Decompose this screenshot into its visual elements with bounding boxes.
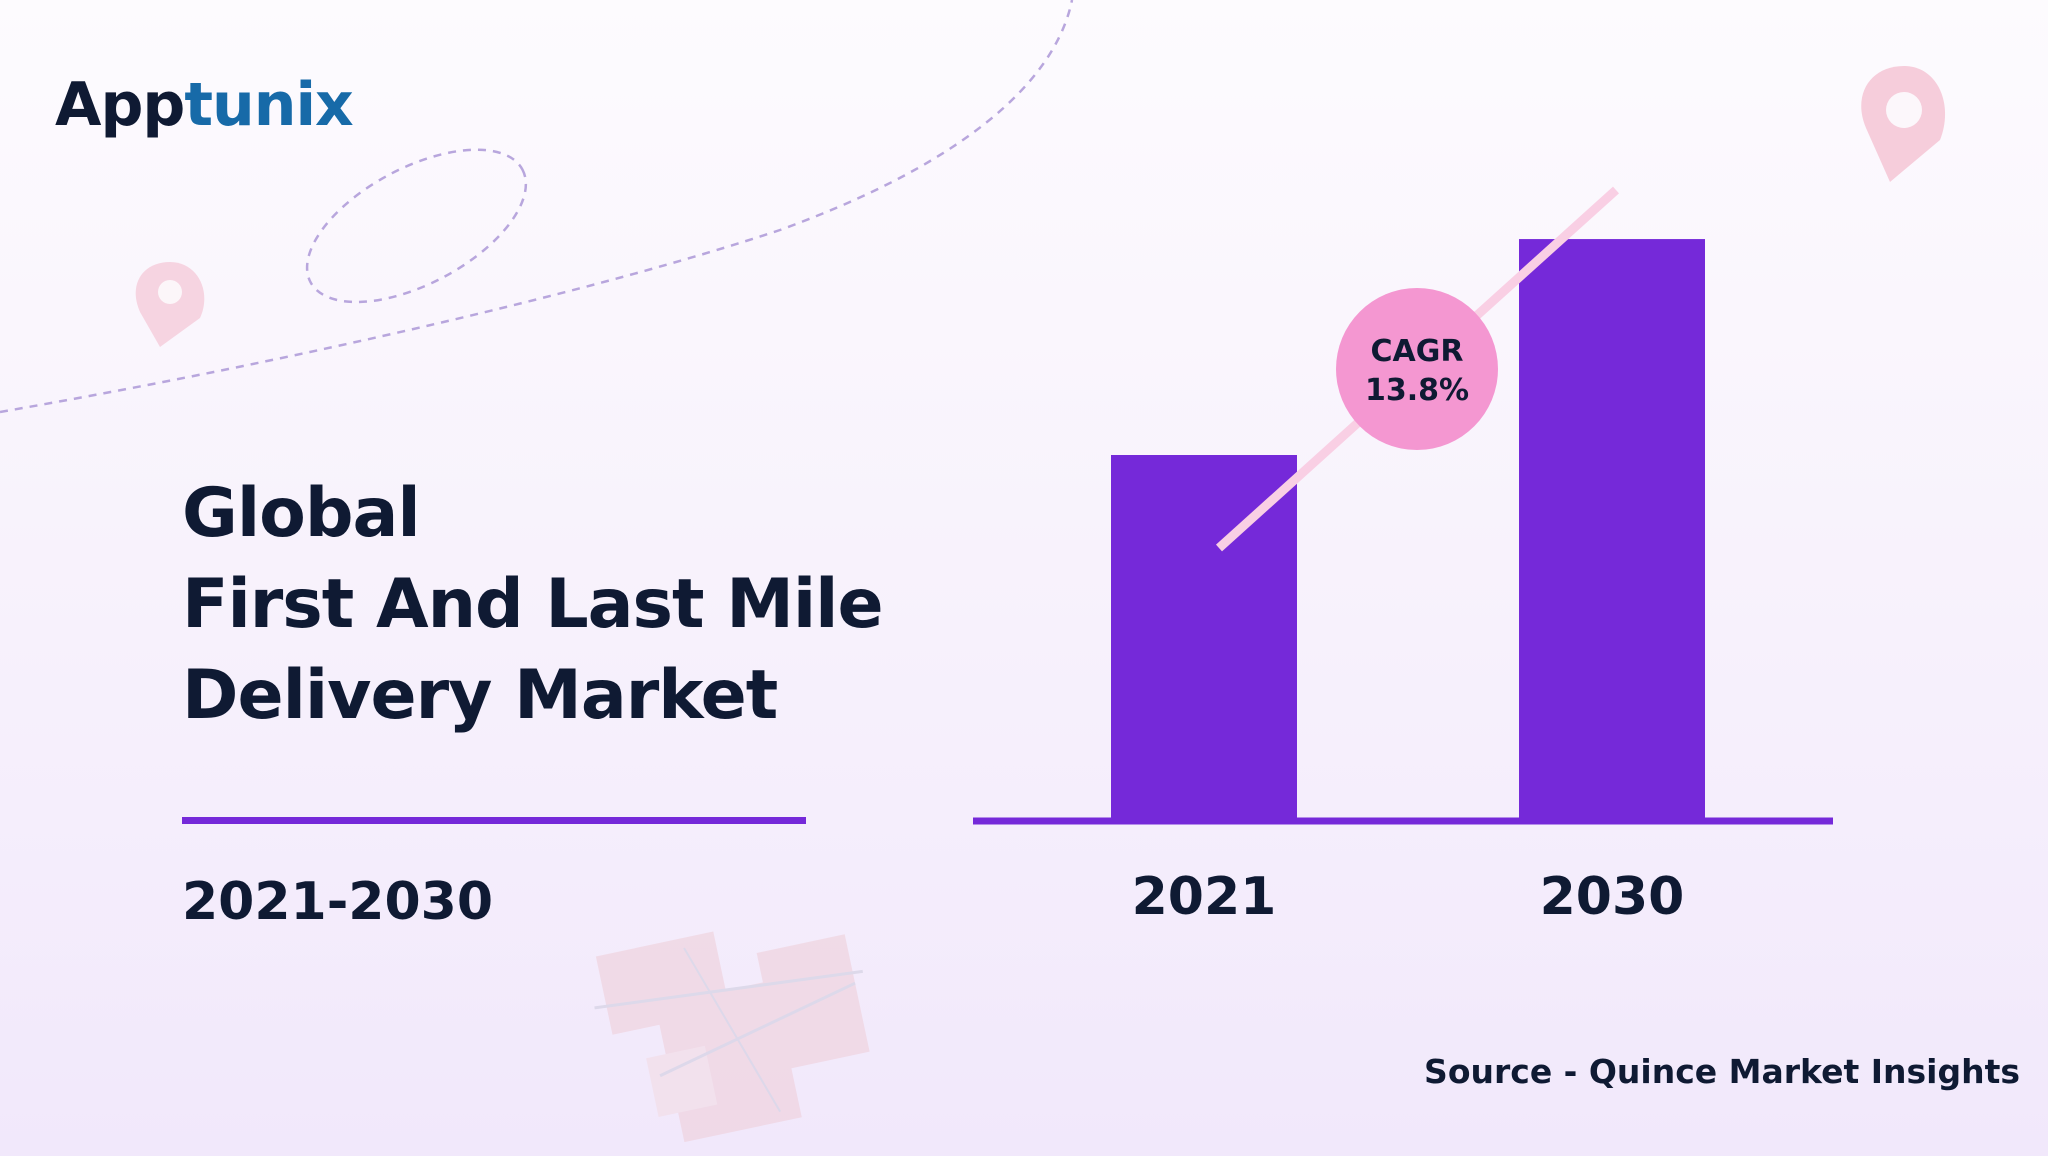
x-tick-label-2021: 2021 xyxy=(1132,867,1277,927)
buildings-map-icon xyxy=(594,931,870,1143)
title-underline-divider xyxy=(182,817,806,824)
period-label: 2021-2030 xyxy=(182,872,494,932)
location-pin-icon xyxy=(1861,66,1946,182)
bars-layer xyxy=(1111,239,1705,821)
bar-2030 xyxy=(1519,239,1705,821)
cagr-value: 13.8% xyxy=(1365,373,1469,408)
x-tick-label-2030: 2030 xyxy=(1540,867,1685,927)
source-credit: Source - Quince Market Insights xyxy=(1424,1052,2020,1091)
bar-2021 xyxy=(1111,455,1297,821)
location-pin-icon xyxy=(135,262,205,347)
logo-text-pp: pp xyxy=(100,70,185,140)
dashed-route-loop xyxy=(305,148,528,304)
cagr-badge xyxy=(1336,288,1498,450)
cagr-label: CAGR xyxy=(1371,334,1464,369)
logo-text-tunix: tunix xyxy=(184,70,353,140)
title-line: First And Last Mile xyxy=(182,565,884,644)
dashed-route-path xyxy=(0,0,1074,414)
logo-letter-a: A xyxy=(55,70,101,140)
title-line: Delivery Market xyxy=(182,656,778,735)
x-axis-labels: 2021 2030 xyxy=(1132,867,1685,927)
title-line: Global xyxy=(182,474,421,553)
page-title: Global First And Last Mile Delivery Mark… xyxy=(182,468,884,741)
market-growth-bar-chart: CAGR 13.8% 2021 2030 xyxy=(973,186,1833,927)
